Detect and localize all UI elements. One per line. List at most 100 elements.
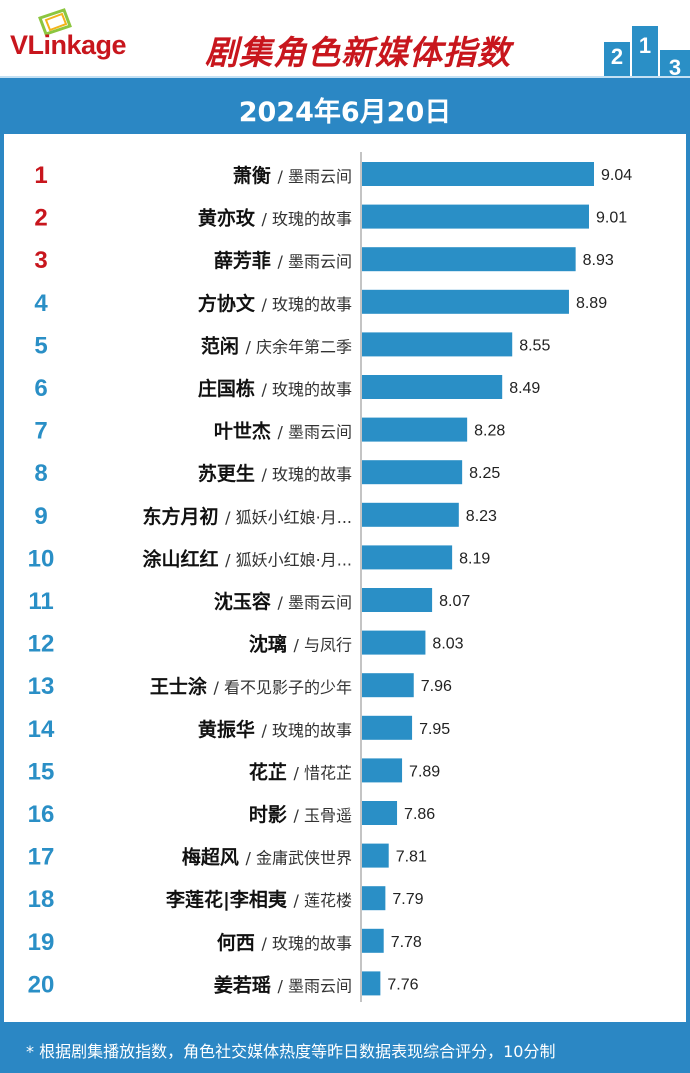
row-label: 方协文 / 玫瑰的故事	[198, 292, 352, 315]
row-label: 黄振华 / 玫瑰的故事	[198, 718, 352, 741]
logo-icon	[38, 8, 72, 36]
value-bar	[362, 758, 403, 783]
value-bar	[362, 715, 413, 740]
role-name: 庄国栋	[198, 377, 262, 400]
row-label: 苏更生 / 玫瑰的故事	[198, 462, 352, 485]
value-label: 9.04	[601, 167, 632, 184]
rank-number: 2	[34, 205, 47, 232]
rank-number: 20	[28, 971, 55, 998]
rank-number: 19	[28, 929, 55, 956]
show-name: / 墨雨云间	[278, 976, 352, 995]
role-name: 东方月初	[143, 505, 226, 528]
value-bar	[362, 460, 463, 485]
value-label: 8.19	[459, 550, 490, 567]
value-label: 7.89	[409, 763, 440, 780]
show-name: / 墨雨云间	[278, 167, 352, 186]
role-name: 叶世杰	[214, 421, 278, 443]
show-name: / 墨雨云间	[278, 423, 352, 442]
rank-number: 10	[28, 545, 55, 572]
value-bar	[362, 801, 398, 825]
rank-number: 12	[28, 631, 55, 658]
value-label: 8.28	[474, 423, 505, 440]
role-name: 萧衡	[233, 164, 278, 187]
row-label: 黄亦玫 / 玫瑰的故事	[198, 207, 352, 230]
role-name: 薛芳菲	[214, 249, 278, 272]
value-label: 9.01	[596, 210, 627, 227]
show-name: / 玫瑰的故事	[262, 721, 352, 740]
rank-number: 8	[34, 460, 47, 487]
role-name: 时影	[249, 804, 294, 826]
value-label: 7.86	[404, 806, 435, 823]
value-label: 7.96	[421, 678, 452, 695]
show-name: / 玫瑰的故事	[262, 380, 352, 399]
value-bar	[362, 673, 414, 698]
role-name: 李莲花|李相夷	[165, 888, 294, 911]
show-name: / 看不见影子的少年	[214, 678, 352, 697]
role-name: 花芷	[249, 760, 294, 783]
row-label: 薛芳菲 / 墨雨云间	[214, 249, 352, 272]
value-label: 8.93	[583, 252, 614, 269]
role-name: 沈璃	[249, 633, 294, 656]
show-name: / 金庸武侠世界	[246, 849, 352, 868]
show-name: / 玫瑰的故事	[262, 465, 352, 484]
show-name: / 与凤行	[294, 636, 352, 655]
rank-number: 17	[28, 844, 55, 871]
frame-right	[686, 132, 690, 1022]
value-bar	[362, 502, 459, 527]
row-label: 沈璃 / 与凤行	[249, 633, 352, 656]
show-name: / 墨雨云间	[278, 252, 352, 271]
value-bar	[362, 247, 576, 272]
row-label: 梅超风 / 金庸武侠世界	[182, 846, 352, 869]
show-name: / 玉骨遥	[294, 806, 352, 825]
role-name: 黄亦玫	[198, 207, 262, 230]
show-name: / 狐妖小红娘·月...	[225, 550, 352, 569]
footer-banner: * 根据剧集播放指数，角色社交媒体热度等昨日数据表现综合评分，10分制	[0, 1022, 690, 1073]
row-label: 王士涂 / 看不见影子的少年	[150, 675, 352, 698]
row-label: 涂山红红 / 狐妖小红娘·月...	[143, 547, 352, 570]
value-bar	[362, 417, 468, 442]
row-label: 萧衡 / 墨雨云间	[233, 164, 352, 187]
show-name: / 惜花芷	[294, 763, 352, 782]
row-label: 李莲花|李相夷 / 莲花楼	[165, 888, 352, 911]
value-bar	[362, 886, 386, 911]
podium-icon: 2 1 3	[600, 14, 690, 80]
role-name: 黄振华	[198, 718, 262, 741]
role-name: 沈玉容	[214, 590, 278, 613]
value-label: 7.95	[419, 721, 450, 738]
value-bar	[362, 289, 569, 314]
row-label: 范闲 / 庆余年第二季	[201, 334, 352, 357]
show-name: / 庆余年第二季	[246, 337, 352, 356]
row-label: 叶世杰 / 墨雨云间	[214, 421, 352, 443]
date-label: 2024年6月20日	[238, 97, 452, 128]
role-name: 王士涂	[150, 675, 214, 698]
row-label: 姜若瑶 / 墨雨云间	[214, 973, 352, 996]
show-name: / 玫瑰的故事	[262, 295, 352, 314]
value-bar	[362, 545, 453, 570]
rank-number: 15	[28, 758, 55, 785]
rank-number: 3	[34, 247, 47, 274]
show-name: / 玫瑰的故事	[262, 210, 352, 229]
show-name: / 墨雨云间	[278, 593, 352, 612]
rank-number: 11	[28, 588, 53, 615]
rank-number: 1	[34, 162, 47, 189]
show-name: / 莲花楼	[294, 891, 352, 910]
page-title: 剧集角色新媒体指数	[205, 33, 511, 72]
role-name: 何西	[217, 931, 262, 954]
role-name: 范闲	[201, 334, 246, 357]
value-label: 8.49	[509, 380, 540, 397]
value-label: 8.55	[519, 337, 550, 354]
row-label: 东方月初 / 狐妖小红娘·月...	[143, 505, 352, 528]
row-label: 花芷 / 惜花芷	[249, 760, 352, 783]
podium-second: 2	[604, 42, 630, 76]
value-label: 8.23	[466, 508, 497, 525]
value-label: 8.07	[439, 593, 470, 610]
value-label: 7.81	[396, 849, 427, 866]
value-bar	[362, 375, 503, 399]
row-label: 沈玉容 / 墨雨云间	[214, 590, 352, 613]
value-label: 8.25	[469, 465, 500, 482]
value-bar	[362, 332, 513, 357]
value-bar	[362, 630, 426, 655]
frame-left	[0, 132, 4, 1022]
row-label: 庄国栋 / 玫瑰的故事	[198, 377, 352, 400]
value-bar	[362, 843, 389, 868]
